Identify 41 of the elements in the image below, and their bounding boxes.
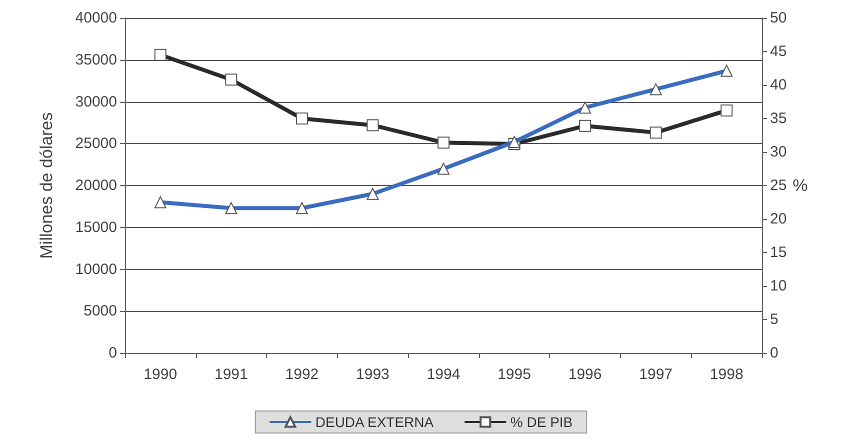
y2-tick-label: 10 — [770, 278, 787, 294]
y-tick-label: 30000 — [75, 93, 117, 110]
x-tick-label: 1992 — [285, 366, 319, 383]
y2-tick-label: 15 — [770, 244, 787, 261]
y-tick-label: 5000 — [84, 302, 117, 320]
x-tick-label: 1990 — [144, 366, 178, 383]
point — [154, 48, 166, 61]
y2-axis-title: % — [792, 176, 808, 195]
y-axis-title: Millones de dólares — [37, 112, 56, 259]
legend-label: DEUDA EXTERNA — [315, 414, 434, 430]
y2-tick-label: 30 — [770, 144, 787, 160]
y-tick-label: 15000 — [75, 218, 117, 236]
y-tick-label: 25000 — [75, 135, 117, 152]
point — [720, 104, 733, 116]
y2-tick-label: 50 — [770, 10, 787, 26]
x-tick-label: 1996 — [568, 366, 602, 383]
y2-tick-label: 20 — [770, 210, 787, 228]
y2-tick-label: 5 — [770, 311, 778, 328]
point — [296, 112, 308, 124]
y-tick-label: 0 — [108, 344, 117, 362]
y2-tick-label: 0 — [770, 344, 778, 362]
x-tick-label: 1991 — [214, 366, 248, 383]
x-tick-label: 1998 — [710, 366, 744, 383]
y-tick-label: 35000 — [75, 51, 117, 68]
y2-tick-label: 40 — [770, 76, 787, 94]
point — [438, 136, 450, 149]
point — [579, 120, 592, 132]
point — [225, 74, 238, 86]
legend-label: % DE PIB — [510, 414, 573, 430]
x-tick-label: 1993 — [356, 366, 390, 383]
point — [650, 126, 662, 139]
x-tick-label: 1994 — [426, 366, 460, 383]
point — [366, 119, 379, 132]
y2-tick-label: 45 — [770, 43, 787, 60]
y-tick-label: 10000 — [75, 260, 117, 278]
y-tick-label: 20000 — [75, 177, 117, 194]
y-tick-label: 40000 — [75, 10, 117, 26]
y2-tick-label: 35 — [770, 110, 787, 127]
y2-tick-label: 25 — [770, 177, 787, 194]
x-tick-label: 1995 — [498, 366, 531, 383]
x-tick-label: 1997 — [639, 366, 673, 383]
